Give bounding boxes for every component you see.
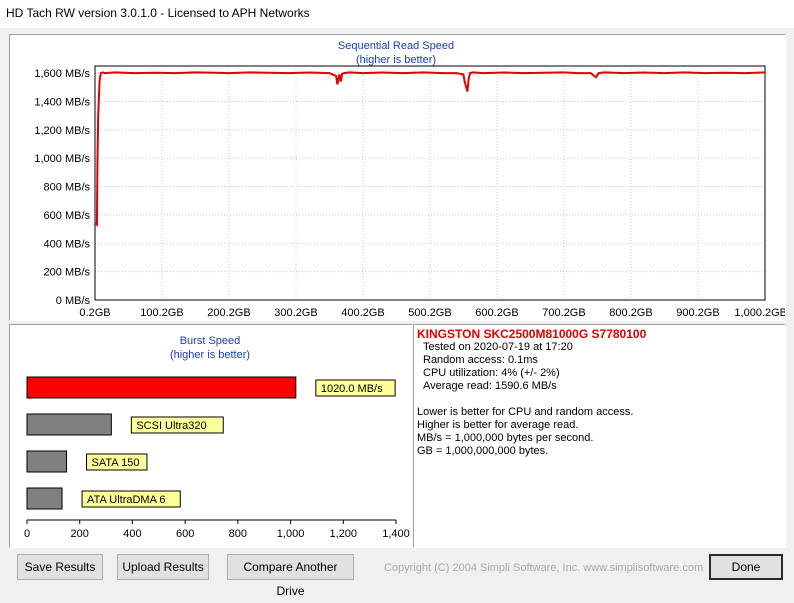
note-line: MB/s = 1,000,000 bytes per second. (417, 432, 594, 444)
note-line: GB = 1,000,000,000 bytes. (417, 445, 549, 457)
average-read: Average read: 1590.6 MB/s (423, 380, 557, 392)
y-tick-label: 600 MB/s (44, 210, 91, 222)
y-tick-label: 400 MB/s (44, 238, 91, 250)
burst-x-tick-label: 800 (229, 528, 247, 540)
burst-bar-label: SATA 150 (92, 457, 140, 469)
save-results-button[interactable]: Save Results (17, 554, 103, 580)
sequential-read-chart: Sequential Read Speed (higher is better)… (34, 40, 785, 319)
burst-bar-label-box (315, 379, 396, 397)
sequential-read-line (94, 71, 766, 227)
sequential-plot-frame (94, 65, 766, 301)
x-tick-label: 300.2GB (274, 307, 317, 319)
random-access: Random access: 0.1ms (423, 354, 538, 366)
y-tick-label: 1,200 MB/s (34, 125, 90, 137)
drive-name: KINGSTON SKC2500M81000G S7780100 (417, 327, 647, 341)
burst-chart-subtitle: (higher is better) (170, 349, 250, 361)
x-tick-label: 1,000.2GB (734, 307, 785, 319)
burst-speed-panel: Burst Speed (higher is better) 1020.0 MB… (9, 324, 413, 548)
sequential-chart-subtitle: (higher is better) (356, 54, 436, 66)
note-line: Lower is better for CPU and random acces… (417, 406, 634, 418)
upload-results-button[interactable]: Upload Results (117, 554, 209, 580)
copyright-text: Copyright (C) 2004 Simpli Software, Inc.… (384, 562, 704, 574)
x-tick-label: 200.2GB (207, 307, 250, 319)
y-tick-label: 1,400 MB/s (34, 96, 90, 108)
x-tick-label: 600.2GB (475, 307, 518, 319)
burst-x-tick-label: 1,000 (277, 528, 305, 540)
burst-bar (26, 487, 63, 510)
burst-bar-label-box (130, 416, 224, 434)
y-tick-label: 1,600 MB/s (34, 68, 90, 80)
cpu-utilization: CPU utilization: 4% (+/- 2%) (423, 367, 560, 379)
x-tick-label: 700.2GB (542, 307, 585, 319)
x-tick-label: 500.2GB (408, 307, 451, 319)
burst-speed-chart: Burst Speed (higher is better) 1020.0 MB… (24, 335, 410, 540)
burst-bar (26, 413, 112, 436)
y-tick-label: 200 MB/s (44, 267, 91, 279)
burst-x-tick-label: 0 (24, 528, 30, 540)
burst-bar (26, 376, 297, 399)
title-bar: HD Tach RW version 3.0.1.0 - Licensed to… (0, 0, 794, 28)
sequential-chart-title: Sequential Read Speed (338, 40, 454, 52)
burst-bar-label: ATA UltraDMA 6 (87, 494, 165, 506)
burst-bar-label-box (86, 453, 148, 471)
tested-date: Tested on 2020-07-19 at 17:20 (423, 341, 573, 353)
y-tick-label: 1,000 MB/s (34, 153, 90, 165)
x-tick-label: 800.2GB (609, 307, 652, 319)
y-tick-label: 800 MB/s (44, 182, 91, 194)
window-title: HD Tach RW version 3.0.1.0 - Licensed to… (6, 6, 310, 20)
burst-x-tick-label: 1,400 (382, 528, 410, 540)
burst-bar (26, 450, 68, 473)
x-tick-label: 400.2GB (341, 307, 384, 319)
x-tick-label: 0.2GB (79, 307, 110, 319)
burst-bar-label: 1020.0 MB/s (321, 383, 383, 395)
burst-bar-label: SCSI Ultra320 (136, 420, 206, 432)
note-line: Higher is better for average read. (417, 419, 579, 431)
compare-drive-button[interactable]: Compare Another Drive (227, 554, 354, 598)
results-info-panel: KINGSTON SKC2500M81000G S7780100 Tested … (413, 324, 786, 548)
burst-bar-label-box (81, 490, 181, 508)
burst-x-tick-label: 600 (176, 528, 194, 540)
y-tick-label: 0 MB/s (56, 295, 91, 307)
burst-x-tick-label: 1,200 (330, 528, 358, 540)
burst-chart-title: Burst Speed (180, 335, 241, 347)
x-tick-label: 900.2GB (676, 307, 719, 319)
x-tick-label: 100.2GB (140, 307, 183, 319)
sequential-read-panel: Sequential Read Speed (higher is better)… (9, 34, 786, 321)
burst-x-tick-label: 200 (71, 528, 89, 540)
done-button[interactable]: Done (709, 554, 783, 580)
burst-x-tick-label: 400 (123, 528, 141, 540)
